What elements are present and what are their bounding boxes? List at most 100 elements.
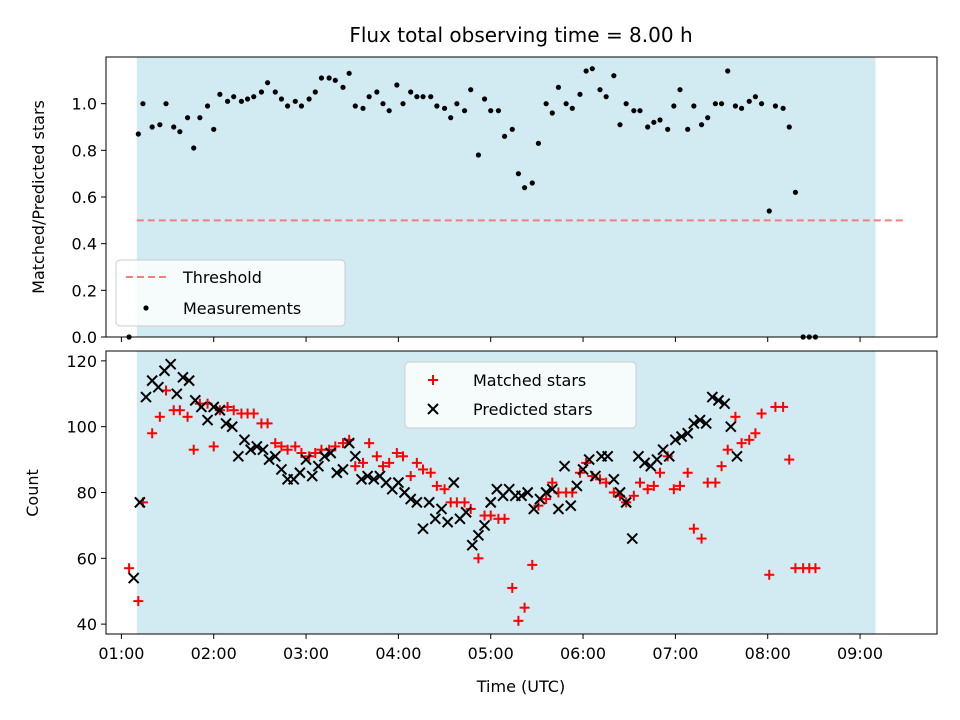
measurement-point-84 [698,122,705,128]
ratio-legend: Threshold Measurements [115,259,346,327]
matched-point-42 [411,457,422,468]
matched-point-59 [527,559,538,570]
predicted-point-94 [706,391,719,403]
predicted-point-24 [275,463,288,476]
measurement-point-63 [555,84,562,90]
predicted-point-49 [429,513,442,525]
measurement-point-80 [671,103,677,109]
matched-point-86 [710,477,721,488]
ratio-panel: 0.0 0.2 0.4 0.6 0.8 1.0 Matched/Predicted sta… [29,56,938,347]
measurement-point-81 [677,87,683,93]
predicted-point-69 [552,503,565,515]
predicted-point-0 [127,572,140,584]
measurement-point-21 [272,89,278,95]
measurement-point-18 [251,94,257,100]
predicted-point-23 [269,450,281,463]
predicted-point-13 [208,401,220,413]
ratio-ytick-label-5: 1.0 [72,95,97,114]
measurement-point-87 [718,101,725,107]
matched-point-62 [547,477,558,488]
predicted-point-1 [134,496,146,509]
measurement-point-48 [454,101,460,107]
matched-point-8 [182,411,193,422]
matched-point-41 [405,471,416,482]
predicted-point-65 [528,503,540,515]
predicted-point-87 [663,450,675,463]
matched-point-91 [744,434,755,445]
predicted-point-79 [614,486,626,499]
measurement-point-42 [414,94,420,100]
measurement-point-66 [577,91,583,97]
predicted-point-8 [177,371,189,384]
threshold-legend-label: Threshold [182,268,262,287]
matched-point-45 [431,480,442,491]
predicted-point-14 [214,404,226,416]
predicted-point-85 [651,453,663,466]
matched-point-53 [485,510,496,521]
predicted-point-74 [583,453,595,466]
measurement-point-2 [140,101,146,107]
predicted-point-97 [725,420,737,433]
matched-point-71 [608,487,619,498]
measurement-point-4 [157,122,163,128]
measurement-point-70 [603,94,609,100]
count-panel-ticks: 40 60 80 100 120 01:00 02:00 03:00 04:00 05:00 06:… [66,352,883,663]
predicted-point-32 [324,447,337,459]
predicted-legend-label: Predicted stars [473,400,593,419]
matched-point-7 [174,405,185,416]
measurement-point-74 [631,108,637,114]
measurement-point-55 [501,133,508,139]
matched-point-46 [439,484,450,495]
matched-point-24 [290,441,301,452]
matched-point-92 [750,428,761,439]
measurement-point-72 [617,122,623,128]
matched-point-90 [736,438,747,449]
count-ytick-label-3: 100 [66,418,97,437]
matched-point-101 [810,563,821,574]
measurement-points [126,66,819,340]
predicted-point-77 [601,450,614,463]
predicted-point-78 [608,473,620,486]
measurement-point-52 [481,96,488,102]
matched-point-57 [513,615,524,626]
matched-point-93 [756,408,767,419]
predicted-point-11 [195,401,208,413]
matched-legend-swatch [428,375,438,385]
measurement-point-82 [685,126,691,132]
count-ytick-label-1: 60 [77,549,97,568]
measurement-point-27 [312,89,318,95]
predicted-point-90 [681,427,694,439]
count-xtick-label-8: 09:00 [837,644,883,663]
matched-point-15 [228,405,239,416]
predicted-point-7 [171,388,183,400]
matched-point-56 [507,582,518,593]
predicted-point-73 [577,463,589,476]
predicted-point-2 [140,391,152,403]
measurement-point-28 [318,75,325,81]
measurement-point-54 [495,108,502,114]
predicted-star-points [127,358,743,584]
measurements-legend-swatch [143,305,149,311]
measurement-point-97 [786,124,792,130]
predicted-point-16 [226,420,238,433]
measurement-point-76 [645,124,651,130]
measurement-point-60 [535,140,542,146]
matched-point-21 [270,438,281,449]
measurement-point-68 [589,66,595,72]
predicted-point-18 [238,434,251,446]
count-xtick-label-7: 08:00 [745,644,791,663]
measurement-point-61 [543,101,549,107]
measurement-point-10 [197,115,203,121]
measurement-point-11 [204,103,211,109]
matched-point-4 [154,411,165,422]
measurement-point-86 [712,101,719,107]
predicted-point-58 [485,496,497,509]
matched-point-78 [655,467,665,478]
measurement-point-40 [400,101,406,107]
count-xtick-label-1: 02:00 [191,644,237,663]
predicted-point-81 [626,532,639,545]
measurement-point-83 [691,103,697,109]
predicted-point-22 [263,453,275,466]
predicted-point-50 [435,503,448,515]
